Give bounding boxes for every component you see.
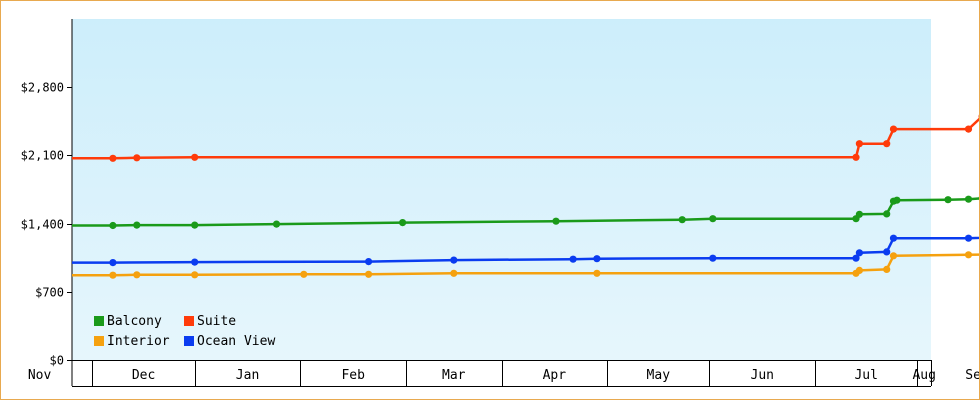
legend-item-suite: Suite [184,314,236,329]
y-tick-label: $0 [50,354,64,368]
legend-item-balcony: Balcony [94,314,162,329]
data-point [889,234,898,242]
data-point [964,251,973,259]
x-tick-label: Jul [854,368,877,383]
x-tick-label: Sep [965,368,979,383]
x-tick-label: Feb [341,368,365,383]
y-tick-label: $2,800 [21,81,64,95]
data-point [944,196,952,204]
data-point [191,221,199,229]
legend-label: Balcony [107,314,162,329]
x-tick-label: Apr [543,368,567,383]
data-point [109,221,117,230]
data-point [964,234,973,242]
data-point [593,269,601,277]
data-point [365,258,373,266]
data-point [109,271,117,279]
data-point [569,255,577,263]
series-interior [72,251,980,279]
x-tick-label: Jun [751,368,774,383]
legend: Balcony Suite Interior Ocean View [94,314,275,349]
y-axis: $0 $700 $1,400 $2,100 $2,800 [21,19,73,386]
data-point [852,254,860,262]
x-tick-label: Jan [236,368,259,383]
data-point [450,269,458,277]
series-balcony [72,195,980,230]
legend-item-ocean-view: Ocean View [184,334,275,349]
y-tick-label: $1,400 [21,218,64,232]
data-point [450,256,458,264]
data-point [709,254,717,262]
data-point [593,255,601,263]
x-axis: NovDecJanFebMarAprMayJunJulAugSepOctNovD… [28,360,980,387]
data-point [191,271,199,279]
data-point [709,215,717,223]
data-point [399,219,407,227]
data-point [191,153,199,161]
data-point [855,210,864,218]
legend-label: Interior [107,334,170,349]
data-point [300,270,308,278]
plot-area [72,19,931,360]
data-point [978,195,980,202]
data-point [893,196,901,204]
legend-swatch [184,316,194,326]
data-point [133,271,141,279]
data-point [133,221,141,229]
x-tick-label: May [647,368,671,383]
series-line [72,197,980,227]
x-tick-label: Aug [912,368,935,383]
data-point [109,259,117,267]
data-point [272,220,281,228]
data-point [109,154,117,162]
series-ocean-view [72,234,980,267]
data-point [889,252,898,260]
x-tick-label: Nov [28,368,52,383]
data-point [855,249,864,257]
data-point [855,140,864,148]
plot-background [72,19,931,360]
data-point [964,195,973,203]
legend-label: Suite [197,314,236,329]
data-point [133,154,141,162]
legend-swatch [94,316,104,326]
data-point [552,217,560,225]
y-tick-label: $2,100 [21,149,64,163]
legend-item-interior: Interior [94,334,170,349]
data-point [678,216,686,224]
series-line [72,253,980,277]
series-layer [72,113,980,279]
data-point [191,258,199,266]
data-point [365,270,373,278]
data-point [889,125,898,133]
x-tick-label: Mar [442,368,466,383]
data-point [883,140,891,148]
legend-swatch [184,336,194,346]
y-tick-label: $700 [35,286,64,300]
data-point [964,125,973,133]
data-point [883,265,891,273]
x-tick-label: Dec [132,368,155,383]
legend-swatch [94,336,104,346]
data-point [852,153,860,161]
data-point [883,248,891,256]
data-point [883,210,891,218]
data-point [855,266,864,274]
legend-label: Ocean View [197,334,275,349]
